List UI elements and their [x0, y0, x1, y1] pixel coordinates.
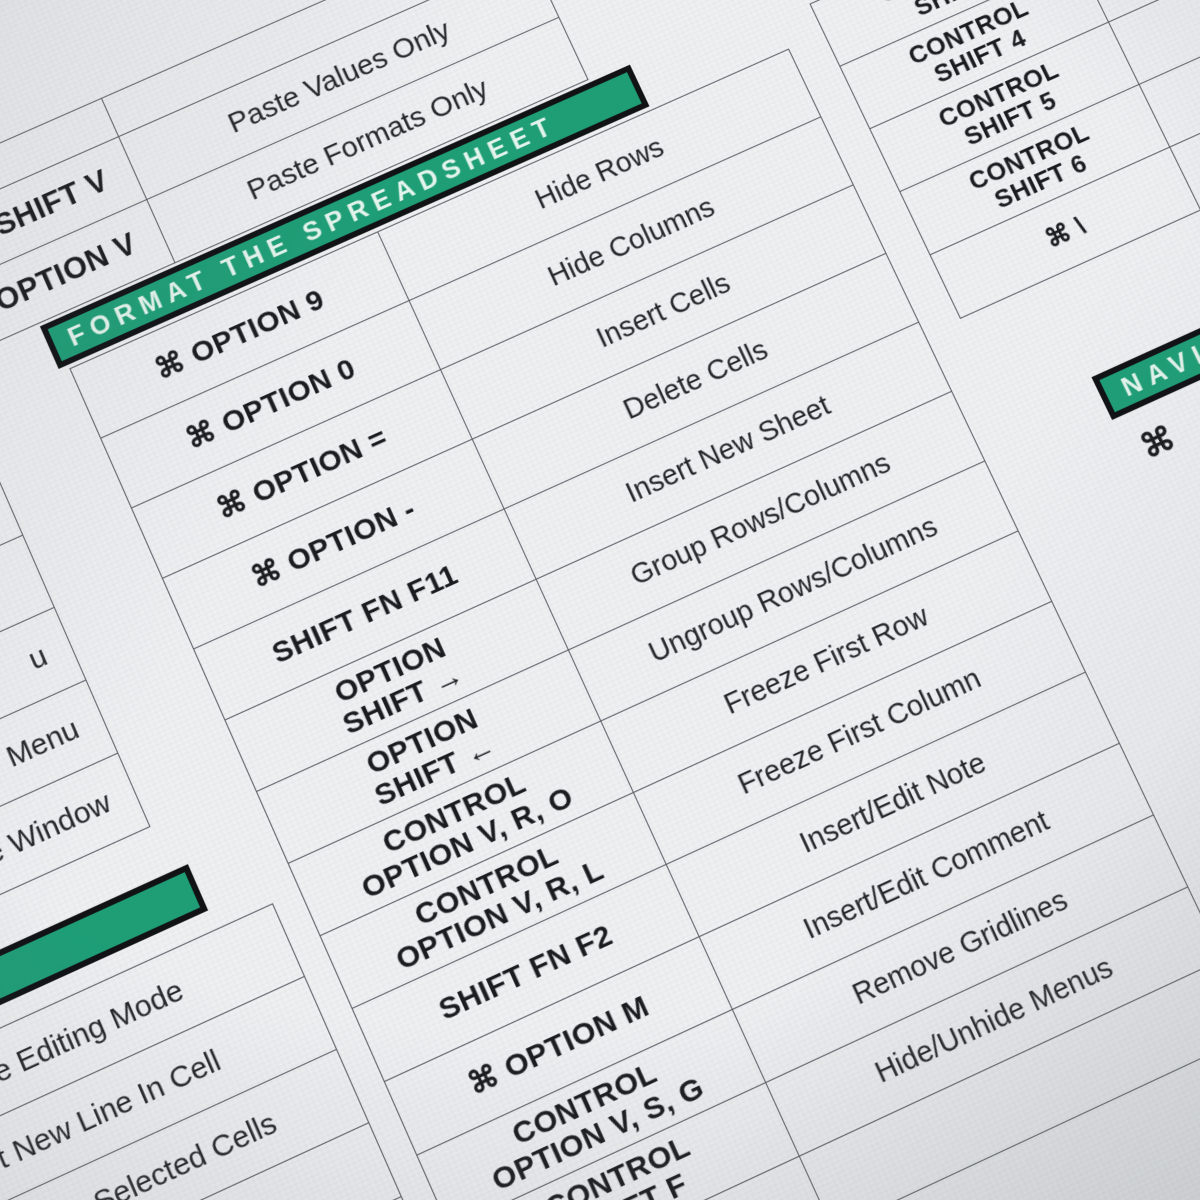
command-icon: ⌘ [1134, 418, 1182, 467]
navigation-section-title: NAVIGATION [1116, 276, 1200, 402]
